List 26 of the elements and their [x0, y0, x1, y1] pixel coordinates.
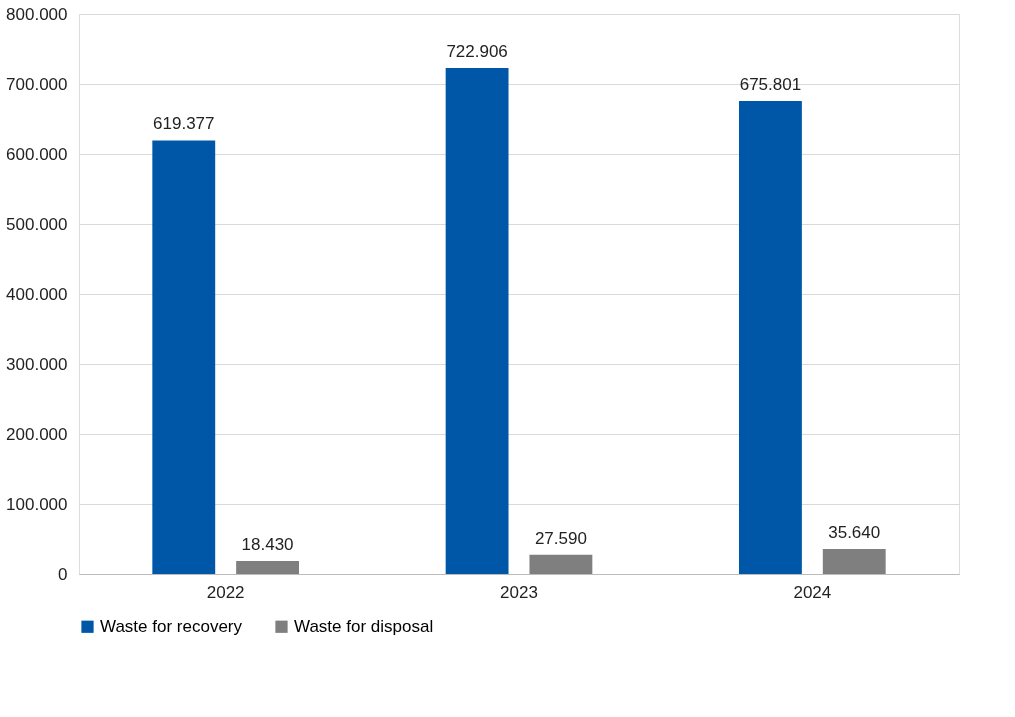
- bar: [445, 67, 509, 574]
- x-tick-label: 2023: [500, 582, 538, 602]
- y-tick-label: 200.000: [6, 424, 68, 444]
- legend-label: Waste for recovery: [100, 616, 243, 636]
- bar: [152, 140, 216, 574]
- data-label: 27.590: [534, 528, 587, 548]
- y-tick-label: 0: [58, 564, 68, 584]
- y-tick-label: 300.000: [6, 354, 68, 374]
- y-tick-label: 700.000: [6, 74, 68, 94]
- data-label: 35.640: [828, 523, 881, 543]
- data-label: 619.377: [153, 114, 215, 134]
- y-tick-label: 600.000: [6, 144, 68, 164]
- x-tick-label: 2022: [206, 582, 245, 602]
- bar: [236, 561, 299, 574]
- data-label: 18.430: [241, 535, 294, 555]
- y-tick-label: 800.000: [6, 4, 68, 24]
- y-tick-label: 500.000: [6, 214, 68, 234]
- data-label: 722.906: [446, 41, 508, 61]
- bar: [529, 554, 593, 574]
- x-tick-label: 2024: [793, 582, 832, 602]
- legend-label: Waste for disposal: [294, 616, 434, 636]
- data-label: 675.801: [739, 74, 802, 94]
- bar: [739, 100, 802, 574]
- y-tick-label: 400.000: [6, 284, 68, 304]
- bar: [822, 549, 886, 574]
- y-tick-label: 100.000: [6, 494, 68, 514]
